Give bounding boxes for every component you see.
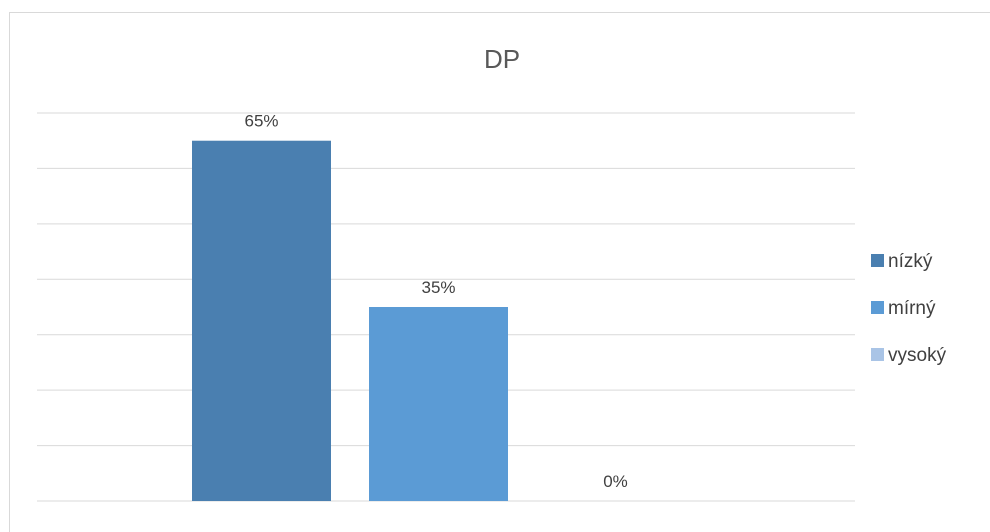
legend-swatch-mírný bbox=[871, 301, 884, 314]
bar-nízký bbox=[192, 140, 331, 501]
legend-label-nízký: nízký bbox=[888, 251, 933, 272]
legend-label-mírný: mírný bbox=[888, 298, 936, 319]
chart-frame bbox=[9, 12, 990, 532]
bar-mírný bbox=[369, 307, 508, 501]
data-labels: 65% 35% 0% bbox=[244, 112, 627, 491]
data-label-vysoký: 0% bbox=[603, 472, 628, 491]
legend: nízký mírný vysoký bbox=[871, 251, 947, 366]
data-label-nízký: 65% bbox=[244, 112, 278, 131]
data-label-mírný: 35% bbox=[421, 278, 455, 297]
legend-swatch-nízký bbox=[871, 254, 884, 267]
legend-label-vysoký: vysoký bbox=[888, 345, 947, 366]
chart-title: DP bbox=[484, 44, 520, 74]
bars bbox=[192, 140, 508, 501]
legend-swatch-vysoký bbox=[871, 348, 884, 361]
